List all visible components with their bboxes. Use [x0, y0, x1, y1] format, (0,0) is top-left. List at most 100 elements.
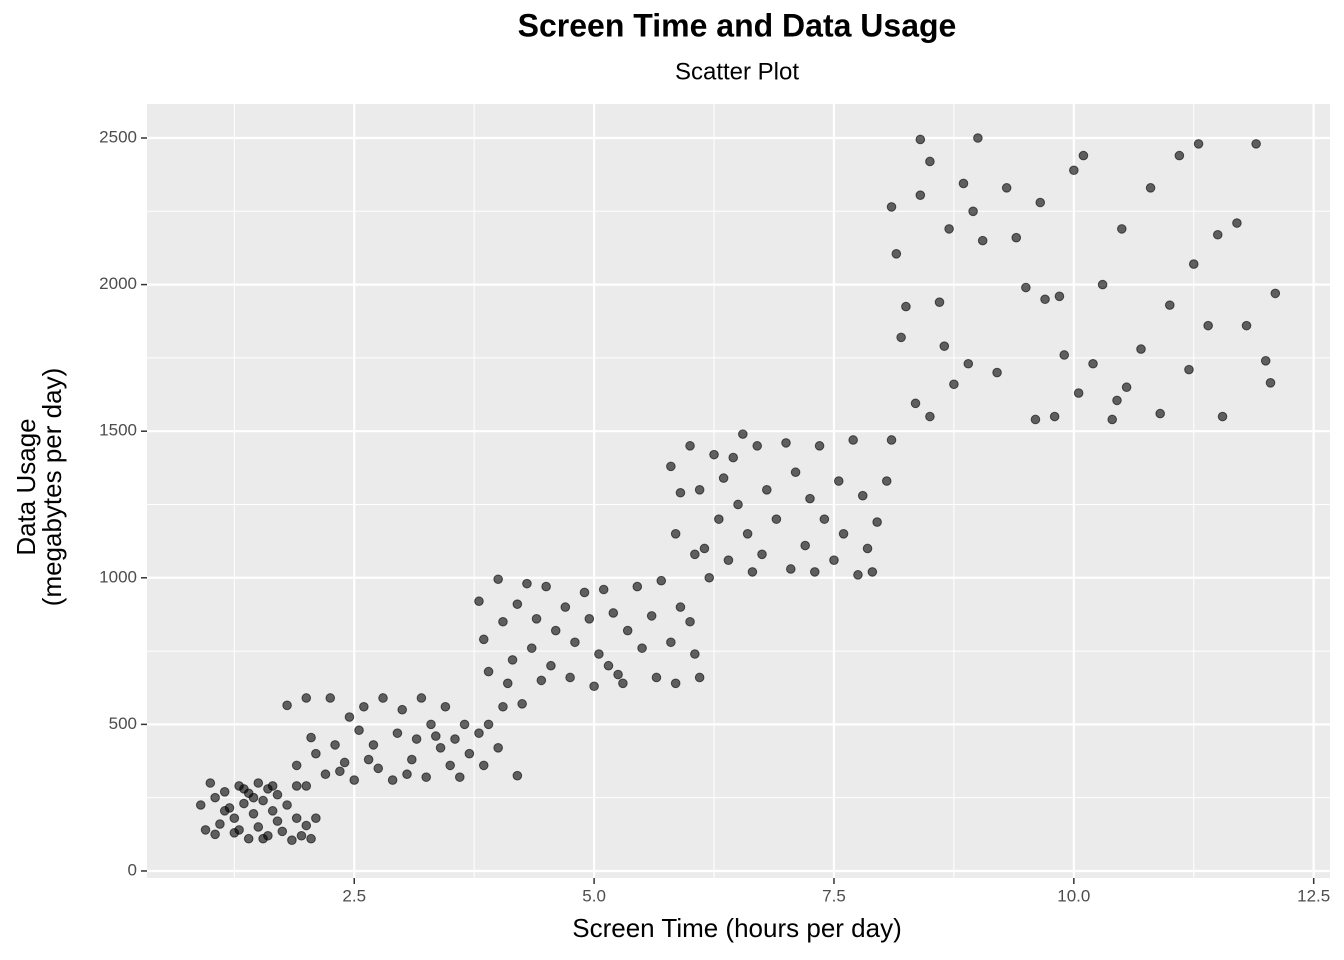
- point: [949, 379, 959, 390]
- point: [253, 778, 264, 788]
- point: [881, 476, 892, 486]
- point: [1251, 139, 1261, 149]
- point: [809, 567, 820, 577]
- point: [1121, 382, 1132, 393]
- point: [910, 398, 921, 409]
- point: [272, 789, 283, 800]
- x-tick-label: 10.0: [1057, 886, 1090, 905]
- point: [1217, 411, 1228, 422]
- point: [478, 634, 489, 645]
- point: [306, 732, 316, 743]
- point: [594, 649, 604, 659]
- point: [968, 206, 978, 217]
- point: [814, 441, 825, 451]
- point: [785, 564, 796, 574]
- point: [512, 770, 523, 781]
- point: [670, 529, 681, 539]
- point: [1270, 288, 1281, 299]
- point: [704, 572, 715, 583]
- point: [1112, 395, 1122, 406]
- point: [267, 806, 278, 816]
- point: [464, 748, 475, 759]
- point: [675, 602, 686, 612]
- point: [579, 587, 590, 598]
- point: [939, 341, 950, 351]
- point: [675, 487, 686, 498]
- point: [325, 693, 336, 703]
- x-axis-label: Screen Time (hours per day): [572, 913, 901, 943]
- y-tick-label: 1500: [99, 421, 137, 440]
- point: [1059, 350, 1070, 360]
- point: [349, 775, 360, 785]
- point: [239, 784, 249, 794]
- point: [862, 543, 873, 554]
- point: [291, 781, 302, 791]
- point: [301, 820, 312, 831]
- point: [282, 800, 292, 810]
- point: [229, 813, 240, 823]
- point: [454, 772, 465, 782]
- point: [608, 608, 619, 618]
- point: [219, 806, 230, 816]
- point: [944, 224, 954, 234]
- point: [536, 675, 547, 686]
- point: [392, 728, 403, 738]
- point: [757, 549, 767, 560]
- y-axis-label: Data Usage(megabytes per day): [11, 368, 67, 606]
- point: [1174, 150, 1185, 161]
- point: [690, 549, 700, 560]
- point: [805, 493, 815, 504]
- point: [977, 235, 988, 246]
- point: [992, 367, 1002, 378]
- point: [219, 787, 230, 797]
- point: [363, 754, 374, 765]
- point: [1107, 414, 1118, 425]
- point: [512, 599, 523, 609]
- point: [522, 578, 532, 589]
- point: [598, 584, 609, 595]
- point: [738, 429, 748, 439]
- point: [378, 693, 388, 703]
- point: [1001, 183, 1012, 193]
- point: [493, 743, 503, 753]
- point: [1035, 197, 1046, 208]
- point: [546, 660, 556, 671]
- point: [344, 712, 355, 722]
- point: [474, 596, 484, 607]
- point: [402, 769, 412, 780]
- point: [248, 808, 259, 819]
- point: [291, 760, 302, 771]
- x-tick-label: 7.5: [822, 886, 846, 905]
- point: [565, 672, 575, 683]
- point: [709, 449, 719, 460]
- point: [613, 669, 623, 680]
- point: [915, 134, 926, 145]
- point: [829, 555, 839, 565]
- point: [1164, 300, 1175, 310]
- point: [416, 693, 427, 703]
- point: [440, 701, 451, 712]
- point: [426, 719, 436, 730]
- point: [1011, 232, 1022, 243]
- point: [752, 441, 763, 451]
- point: [857, 490, 868, 501]
- point: [200, 825, 211, 835]
- point: [210, 829, 220, 840]
- point: [1097, 279, 1108, 290]
- y-tick-label: 0: [128, 860, 137, 879]
- point: [1184, 364, 1194, 375]
- point: [301, 781, 312, 791]
- point: [1054, 291, 1065, 302]
- point: [973, 133, 983, 143]
- point: [1193, 139, 1204, 149]
- point: [560, 602, 571, 612]
- point: [205, 778, 216, 788]
- point: [690, 649, 700, 659]
- point: [282, 700, 292, 711]
- point: [253, 822, 264, 832]
- point: [685, 616, 695, 627]
- point: [498, 616, 508, 627]
- point: [1088, 358, 1098, 369]
- point: [1212, 229, 1223, 240]
- point: [483, 719, 494, 730]
